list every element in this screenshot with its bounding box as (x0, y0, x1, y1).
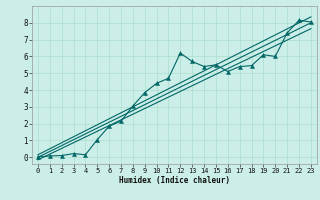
X-axis label: Humidex (Indice chaleur): Humidex (Indice chaleur) (119, 176, 230, 185)
